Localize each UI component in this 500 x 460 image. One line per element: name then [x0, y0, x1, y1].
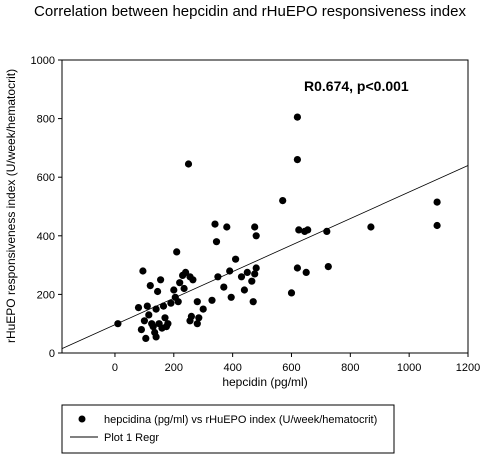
- regression-line-group: [61, 165, 469, 349]
- data-point: [226, 267, 234, 275]
- x-tick-label: 0: [112, 362, 118, 374]
- data-point: [154, 287, 162, 296]
- data-point: [143, 302, 151, 310]
- regression-line: [61, 165, 469, 349]
- data-point: [293, 113, 301, 121]
- y-tick-label: 200: [37, 289, 55, 301]
- data-point: [174, 298, 182, 306]
- x-axis: 0 200 400 600 800 1000 1200: [112, 353, 480, 374]
- legend-box: [61, 404, 395, 454]
- plot-frame: [61, 59, 469, 354]
- data-point: [295, 226, 303, 234]
- data-point: [180, 284, 188, 293]
- data-point: [134, 304, 143, 312]
- data-point: [208, 296, 216, 304]
- data-point: [293, 156, 301, 164]
- data-point: [170, 286, 178, 294]
- data-point: [249, 298, 257, 306]
- x-axis-label: hepcidin (pg/ml): [222, 375, 307, 389]
- data-point: [302, 268, 310, 276]
- data-point: [140, 317, 148, 325]
- data-point: [176, 279, 184, 287]
- data-point: [232, 255, 240, 263]
- data-point: [137, 326, 145, 334]
- data-point: [184, 160, 193, 168]
- x-tick-label: 800: [341, 362, 359, 374]
- x-tick-label: 600: [282, 362, 300, 374]
- legend-label-regression: Plot 1 Regr: [104, 432, 159, 444]
- data-point: [324, 263, 332, 271]
- data-point: [293, 264, 301, 272]
- y-axis: 0 200 400 600 800 1000: [31, 55, 62, 360]
- data-point: [237, 273, 246, 281]
- plot-area: [61, 59, 469, 354]
- data-point: [157, 276, 165, 284]
- data-point: [287, 289, 296, 297]
- data-point: [139, 267, 147, 275]
- legend-marker-scatter: [78, 415, 86, 423]
- y-tick-label: 0: [49, 348, 55, 360]
- data-point: [243, 268, 251, 276]
- chart-title: Correlation between hepcidin and rHuEPO …: [34, 3, 466, 20]
- legend: hepcidina (pg/ml) vs rHuEPO index (U/wee…: [61, 404, 395, 454]
- data-point: [189, 276, 197, 284]
- data-point: [223, 223, 231, 231]
- data-point: [182, 268, 190, 276]
- y-axis-label: rHuEPO responsiveness index (U/week/hema…: [4, 69, 18, 343]
- x-tick-label: 200: [165, 362, 183, 374]
- data-point: [227, 293, 235, 301]
- data-point: [149, 323, 157, 331]
- data-point: [173, 248, 181, 256]
- data-point: [433, 198, 441, 206]
- data-point: [220, 283, 228, 291]
- data-point: [142, 334, 150, 342]
- x-tick-label: 400: [223, 362, 241, 374]
- y-tick-label: 1000: [31, 55, 55, 67]
- data-point: [152, 333, 160, 341]
- data-point: [304, 226, 312, 234]
- data-point: [251, 223, 259, 231]
- data-point: [145, 311, 153, 319]
- data-point: [161, 314, 169, 322]
- data-point: [214, 273, 222, 281]
- y-tick-label: 800: [37, 114, 55, 126]
- data-point: [164, 320, 172, 328]
- data-point: [193, 298, 201, 306]
- data-point: [159, 302, 168, 310]
- data-point: [167, 299, 175, 307]
- data-point: [252, 232, 260, 240]
- data-point: [279, 197, 287, 205]
- y-tick-label: 400: [37, 231, 55, 243]
- data-point: [146, 282, 154, 290]
- data-point: [195, 314, 203, 322]
- data-point: [211, 220, 219, 228]
- data-point: [240, 286, 248, 294]
- x-tick-label: 1000: [397, 362, 421, 374]
- data-point: [251, 270, 259, 278]
- data-point: [367, 223, 375, 231]
- data-point: [252, 264, 260, 272]
- data-point: [193, 320, 201, 328]
- correlation-annotation: R0.674, p<0.001: [304, 78, 409, 94]
- x-tick-label: 1200: [456, 362, 480, 374]
- data-point: [187, 312, 195, 320]
- data-marks: [114, 113, 441, 342]
- legend-label-scatter: hepcidina (pg/ml) vs rHuEPO index (U/wee…: [104, 414, 377, 426]
- data-point: [248, 277, 256, 285]
- data-point: [199, 305, 207, 313]
- y-tick-label: 600: [37, 172, 55, 184]
- data-point: [433, 221, 441, 230]
- data-point: [212, 238, 221, 246]
